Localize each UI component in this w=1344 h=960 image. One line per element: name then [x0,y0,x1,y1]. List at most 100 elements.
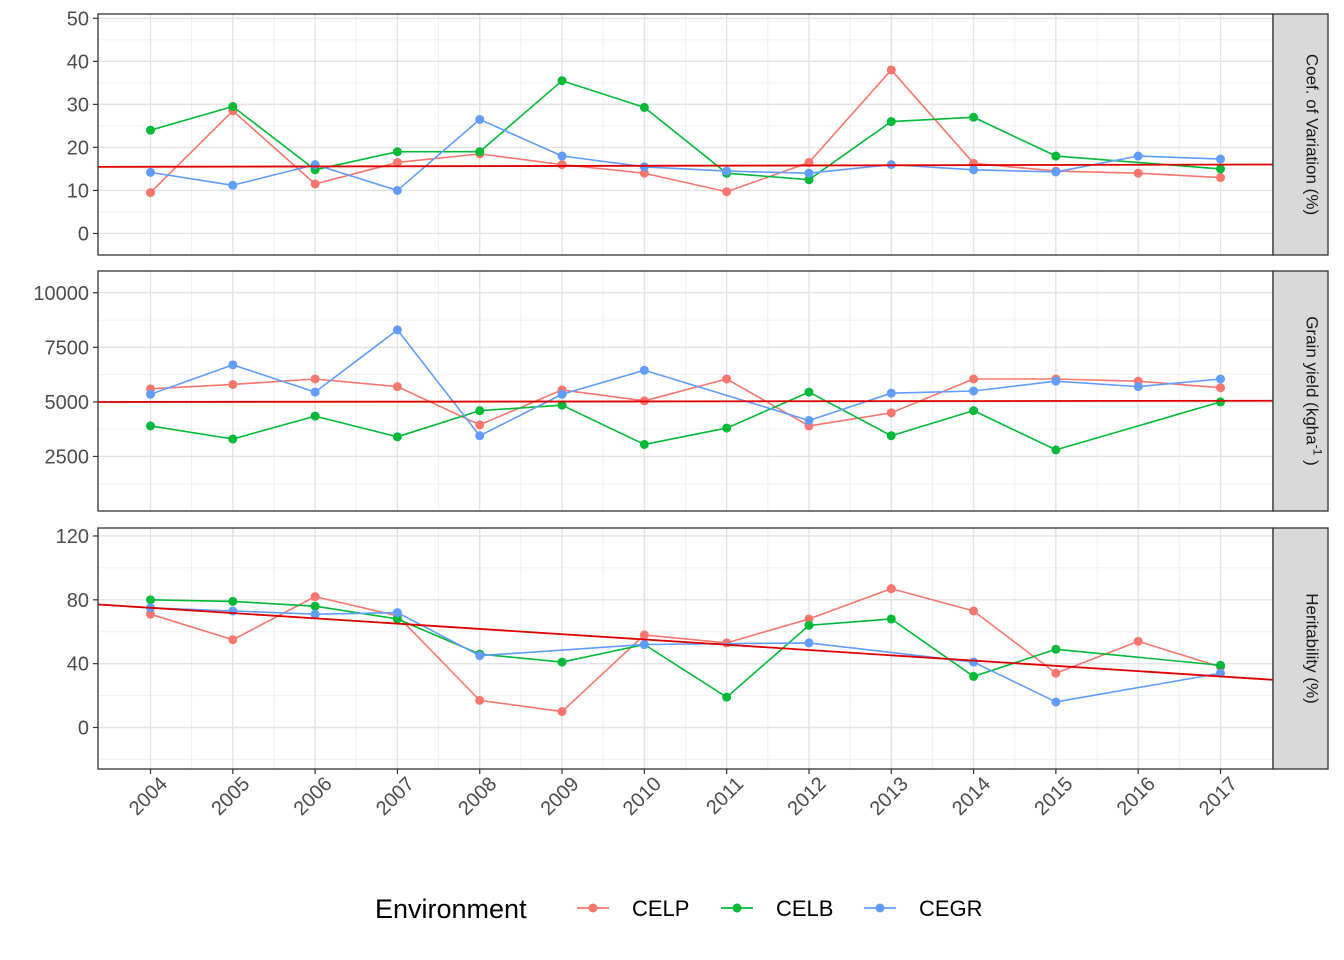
data-point-cegr [639,365,649,375]
x-tick-label: 2015 [1030,773,1077,820]
data-point-cegr [969,657,979,667]
data-point-cegr [475,431,485,441]
facet-strip [1272,13,1329,256]
data-point-cegr [1051,167,1061,177]
trend-line [97,603,1274,681]
data-point-celb [228,596,238,606]
x-tick-label: 2005 [207,773,254,820]
legend-key-point-celb [732,903,742,913]
data-point-cegr [804,168,814,178]
data-point-celp [392,382,402,392]
data-point-celb [1051,445,1061,455]
data-point-cegr [886,388,896,398]
data-point-celb [1051,644,1061,654]
data-point-cegr [1216,374,1225,384]
data-point-celb [475,147,485,157]
legend-label-celp: CELP [632,896,689,921]
data-point-celb [639,439,649,449]
data-point-celp [969,606,979,616]
x-tick-label: 2012 [783,773,830,820]
y-tick-label: 30 [67,94,89,116]
data-point-cegr [146,389,155,399]
trend-line [97,163,1274,168]
y-tick-label: 2500 [45,446,90,468]
data-point-celb [1216,397,1225,407]
legend-key-point-cegr [875,903,885,913]
data-point-celb [804,620,814,630]
data-point-celp [886,408,896,418]
data-point-cegr [228,360,238,370]
series-line-cegr [150,118,1221,192]
data-point-celb [228,102,238,112]
y-tick-label: 120 [56,526,89,548]
data-point-cegr [475,651,485,661]
data-point-celp [310,374,320,384]
data-point-cegr [310,160,320,170]
data-point-celp [310,592,320,602]
data-point-celb [475,406,485,416]
data-point-cegr [804,638,814,648]
data-point-celp [146,188,155,198]
data-point-celp [639,168,649,178]
y-tick-label: 80 [67,590,89,612]
data-point-celb [722,423,732,433]
facet-strip-label: Heritability (%) [1303,593,1322,704]
data-point-celp [804,614,814,624]
legend: Environment CELP CELB CEGR [375,894,983,924]
data-point-celb [228,434,238,444]
data-point-celb [886,614,896,624]
data-point-celb [557,657,567,667]
x-tick-label: 2008 [454,773,501,820]
data-point-cegr [228,180,238,190]
panel-3: 0 40 80 120 Heritability (%) [56,526,1329,770]
x-tick-label: 2006 [290,773,337,820]
data-point-cegr [557,389,567,399]
x-tick-label: 2011 [702,773,748,819]
x-tick-label: 2013 [866,773,913,820]
data-point-celb [804,175,814,185]
data-point-celp [310,179,320,189]
trend-line [97,399,1274,403]
data-point-cegr [392,608,402,618]
data-point-celb [1216,660,1225,670]
data-point-celp [475,695,485,705]
data-point-cegr [475,114,485,124]
data-point-celb [804,387,814,397]
y-tick-label: 5000 [45,392,90,414]
data-point-celb [886,117,896,127]
data-point-celb [310,411,320,421]
facet-strip [1272,527,1329,770]
data-point-cegr [969,386,979,396]
x-tick-label: 2009 [537,773,584,820]
data-point-celp [1133,168,1143,178]
data-point-celp [1216,383,1225,393]
data-point-cegr [1133,382,1143,392]
data-point-celb [886,431,896,441]
series-line-cegr [150,607,1221,703]
data-point-celb [1216,164,1225,174]
y-tick-label: 20 [67,137,89,159]
data-point-cegr [310,387,320,397]
data-point-cegr [146,167,155,177]
y-tick-label: 10000 [33,283,89,305]
data-point-celp [557,160,567,170]
data-point-celp [1216,173,1225,183]
data-point-celp [886,584,896,594]
data-point-celb [146,421,155,431]
data-point-celp [228,379,238,389]
series-line-celp [149,69,1221,194]
legend-label-celb: CELB [776,896,833,921]
data-point-celp [722,187,732,197]
x-tick-label: 2004 [125,773,172,820]
data-point-celb [969,112,979,122]
x-tick-label: 2014 [948,773,995,820]
data-point-celp [969,374,979,384]
x-tick-label: 2016 [1113,773,1160,820]
data-point-celp [1133,636,1143,646]
facet-strip-label: Coef. of Variation (%) [1303,54,1322,215]
x-tick-label: 2007 [372,773,419,820]
data-point-celb [310,601,320,611]
data-point-celb [392,432,402,442]
data-point-celb [392,614,402,624]
